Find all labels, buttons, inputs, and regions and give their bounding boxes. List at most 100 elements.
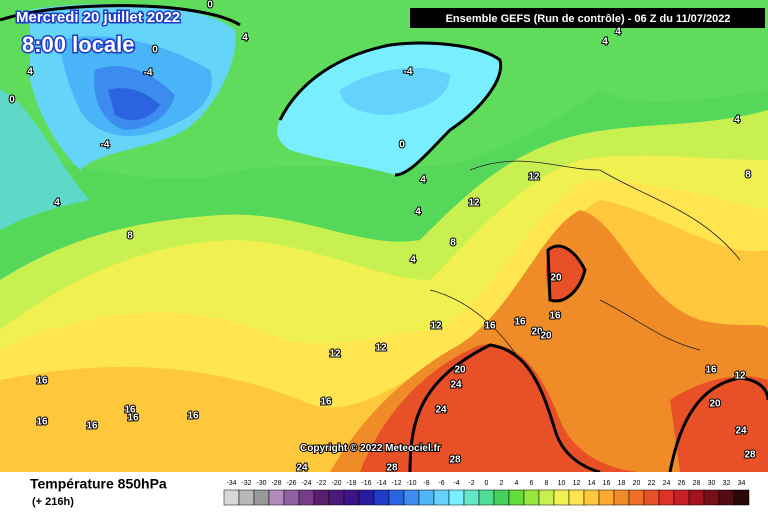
date: Mercredi 20 juillet 2022 <box>16 9 180 26</box>
scale-swatch <box>403 489 420 506</box>
scale-label: 16 <box>603 480 611 487</box>
contour-label: 12 <box>430 321 442 332</box>
contour-label: 24 <box>735 426 747 437</box>
scale-swatch <box>238 489 255 506</box>
contour-label: 4 <box>54 198 60 209</box>
contour-label: 8 <box>450 238 456 249</box>
scale-label: -16 <box>361 480 371 487</box>
scale-label: 6 <box>530 480 534 487</box>
scale-label: -28 <box>271 480 281 487</box>
scale-swatch <box>268 489 285 506</box>
scale-swatch <box>508 489 525 506</box>
contour-label: 16 <box>36 417 48 428</box>
local-time: 8:00 locale <box>22 32 135 57</box>
scale-swatch <box>718 489 735 506</box>
scale-label: -30 <box>256 480 266 487</box>
contour-label: 8 <box>127 231 133 242</box>
contour-label: 16 <box>187 411 199 422</box>
scale-swatch <box>478 489 495 506</box>
scale-swatch <box>253 489 270 506</box>
contour-label: 28 <box>449 455 461 466</box>
run-info: Ensemble GEFS (Run de contrôle) - 06 Z d… <box>446 13 731 25</box>
scale-swatch <box>343 489 360 506</box>
contour-label: 20 <box>550 273 562 284</box>
contour-label: 20 <box>540 331 552 342</box>
contour-label: 16 <box>705 365 717 376</box>
scale-label: 8 <box>545 480 549 487</box>
contour-label: 28 <box>386 463 398 474</box>
contour-label: -4 <box>144 68 153 79</box>
contour-label: 12 <box>329 349 341 360</box>
contour-label: 4 <box>420 175 426 186</box>
scale-swatch <box>523 489 540 506</box>
scale-label: 18 <box>618 480 626 487</box>
scale-swatch <box>538 489 555 506</box>
scale-swatch <box>643 489 660 506</box>
scale-swatch <box>373 489 390 506</box>
run-banner <box>410 8 765 28</box>
contour-label: 28 <box>744 450 756 461</box>
scale-swatch <box>388 489 405 506</box>
contour-label: 16 <box>36 376 48 387</box>
scale-label: -22 <box>316 480 326 487</box>
scale-swatch <box>328 489 345 506</box>
contour-label: 24 <box>450 380 462 391</box>
scale-label: 30 <box>708 480 716 487</box>
scale-swatch <box>703 489 720 506</box>
contour-label: 0 <box>9 95 15 106</box>
scale-label: 26 <box>678 480 686 487</box>
copyright: Copyright © 2022 Meteociel.fr <box>300 443 441 454</box>
contour-label: 12 <box>528 172 540 183</box>
scale-label: -18 <box>346 480 356 487</box>
lead-time: (+ 216h) <box>32 496 74 508</box>
scale-label: -10 <box>406 480 416 487</box>
contour-label: 24 <box>435 405 447 416</box>
scale-swatch <box>463 489 480 506</box>
scale-label: 4 <box>515 480 519 487</box>
scale-label: 32 <box>723 480 731 487</box>
scale-swatch <box>673 489 690 506</box>
scale-label: -12 <box>391 480 401 487</box>
scale-label: -20 <box>331 480 341 487</box>
scale-swatch <box>553 489 570 506</box>
contour-label: 16 <box>549 311 561 322</box>
scale-label: -24 <box>301 480 311 487</box>
scale-swatch <box>223 489 240 506</box>
contour-label: 12 <box>375 343 387 354</box>
map-background <box>0 0 768 474</box>
contour-label: 16 <box>86 421 98 432</box>
scale-label: 12 <box>573 480 581 487</box>
scale-swatch <box>628 489 645 506</box>
contour-label: -4 <box>101 140 110 151</box>
scale-swatch <box>283 489 300 506</box>
color-scale: -34 -32 -30 -28 -26 -24 -22 -20 -18 -16 -14 -12 -10-… <box>223 480 750 506</box>
contour-label: 4 <box>734 115 740 126</box>
scale-label: 10 <box>558 480 566 487</box>
scale-label: 0 <box>485 480 489 487</box>
scale-swatch <box>298 489 315 506</box>
contour-label: 20 <box>531 327 543 338</box>
scale-label: 22 <box>648 480 656 487</box>
scale-swatch <box>658 489 675 506</box>
scale-swatch <box>733 489 750 506</box>
contour-label: 0 <box>152 45 158 56</box>
contour-label: 20 <box>454 365 466 376</box>
contour-label: 4 <box>242 33 248 44</box>
scale-label: 28 <box>693 480 701 487</box>
scale-swatch <box>448 489 465 506</box>
contour-label: 16 <box>127 413 139 424</box>
scale-swatch <box>613 489 630 506</box>
scale-label: -14 <box>376 480 386 487</box>
scale-swatch <box>583 489 600 506</box>
scale-swatch <box>598 489 615 506</box>
scale-label: 2 <box>500 480 504 487</box>
contour-label: 0 <box>399 140 405 151</box>
contour-label: 4 <box>602 37 608 48</box>
scale-label: -32 <box>241 480 251 487</box>
contour-label: 16 <box>124 405 136 416</box>
contour-label: 4 <box>27 67 33 78</box>
contour-label: 12 <box>734 371 746 382</box>
scale-label: -2 <box>468 480 474 487</box>
scale-swatch <box>493 489 510 506</box>
